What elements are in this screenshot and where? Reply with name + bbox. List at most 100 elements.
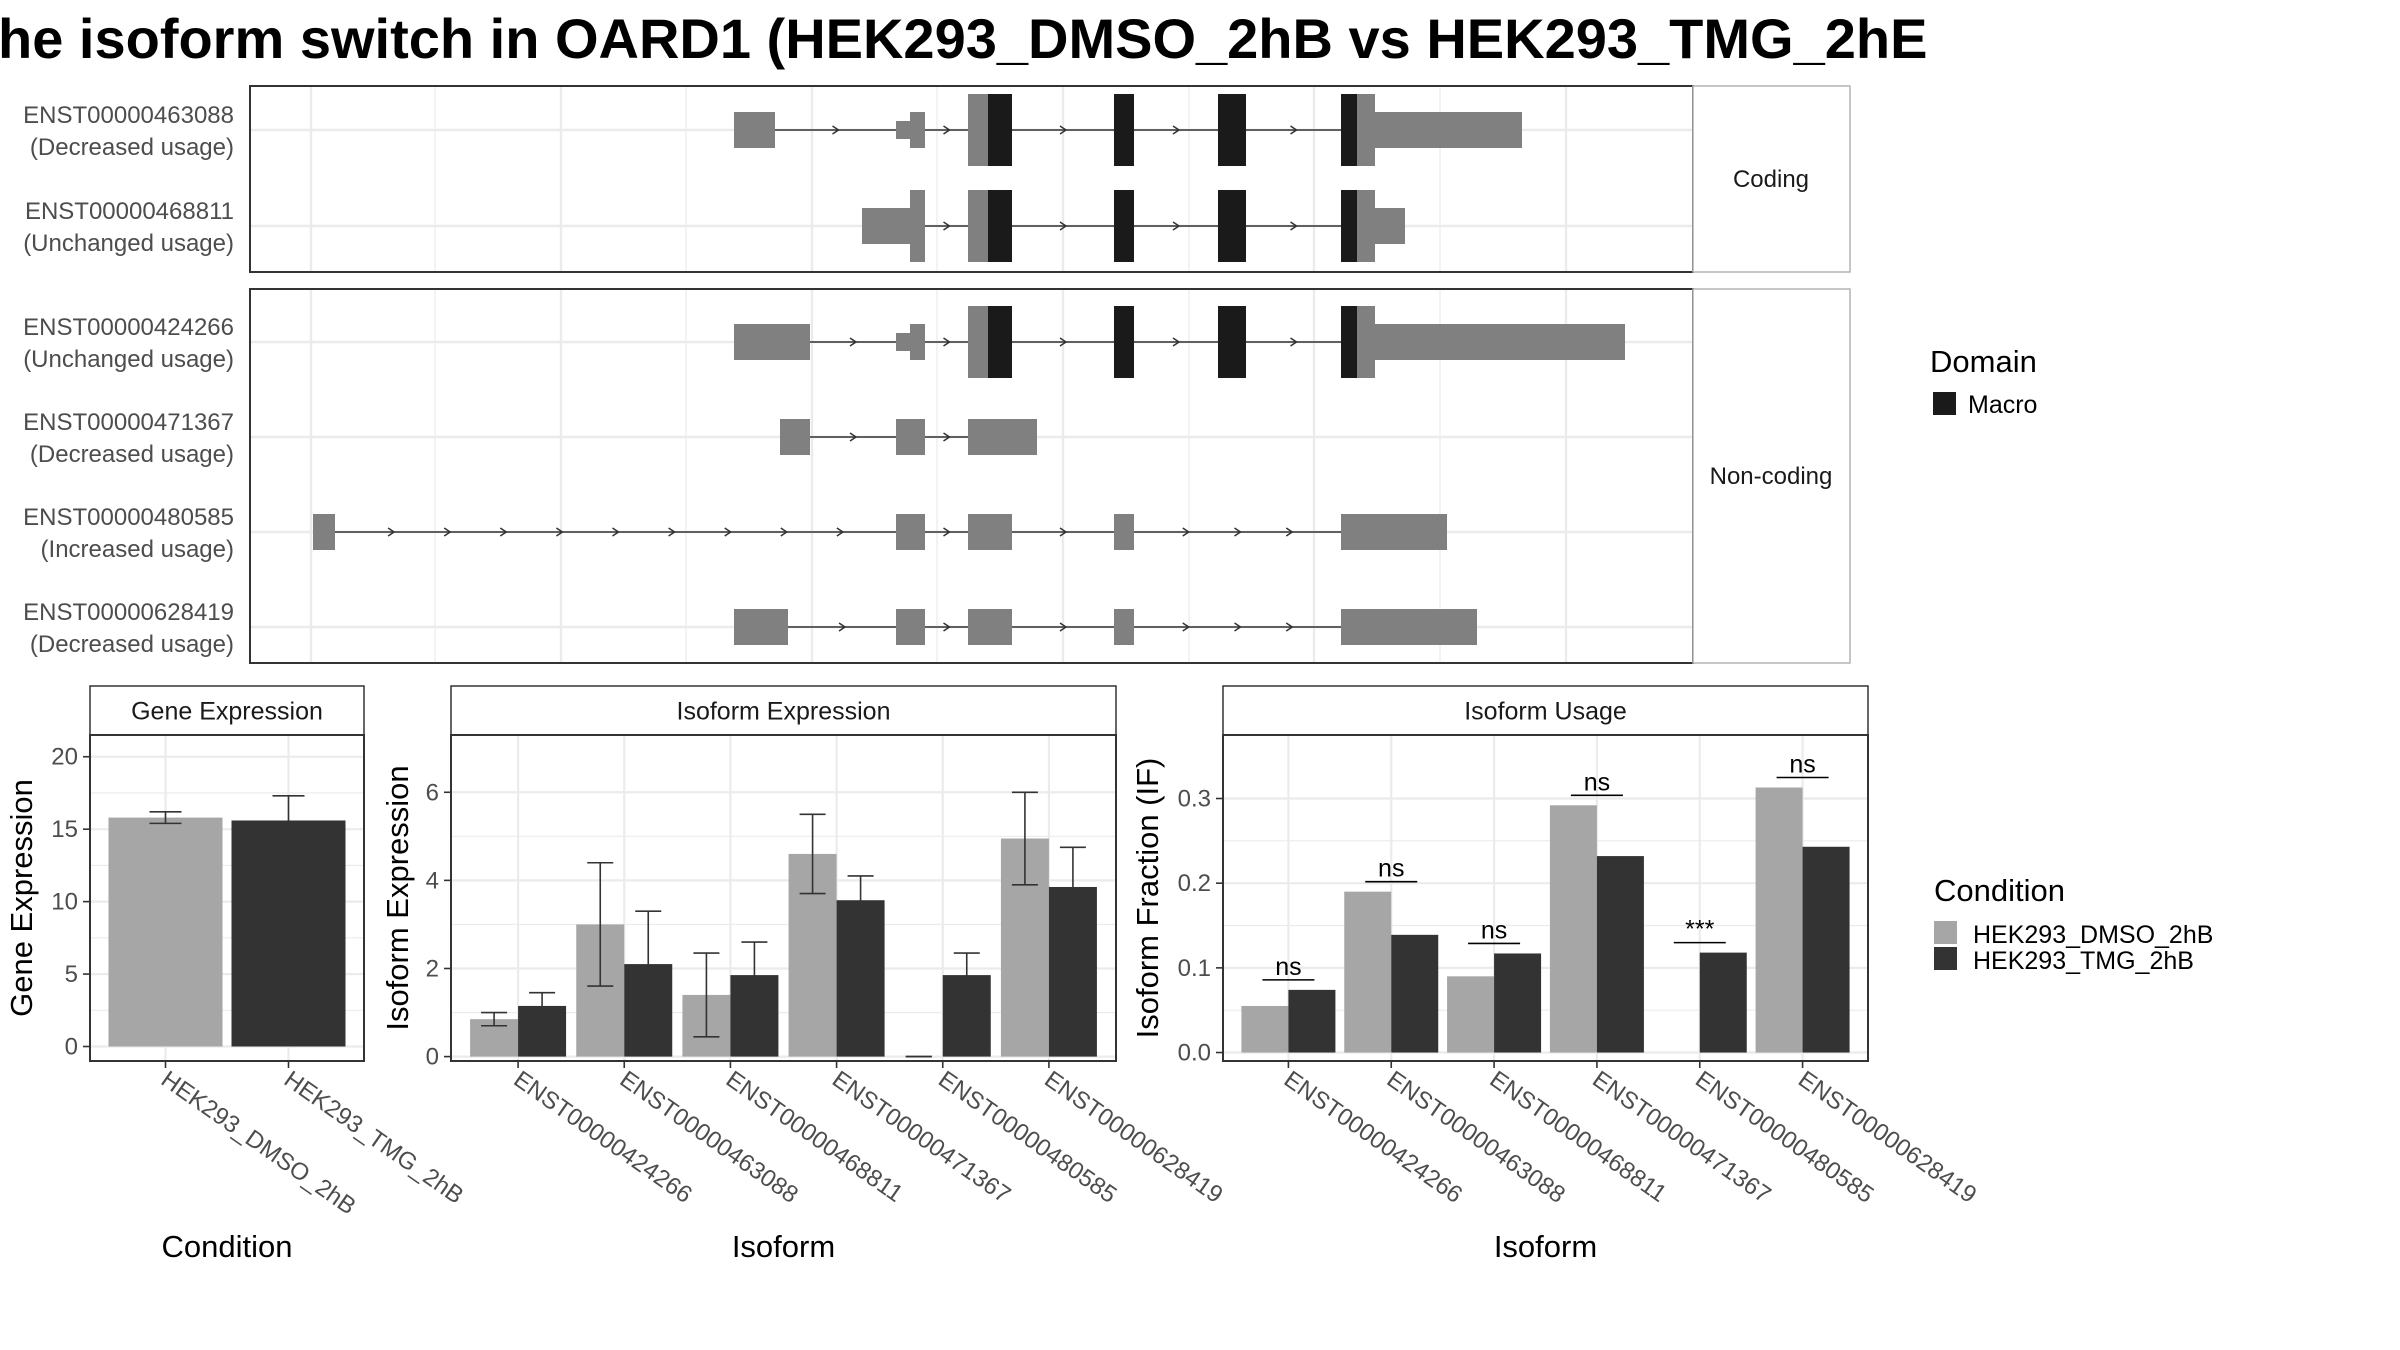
isoform-usage-label: (Decreased usage): [30, 441, 234, 468]
intron-arrow: [836, 527, 845, 537]
intron-arrow: [1172, 221, 1181, 231]
domain-macro-block: [1114, 306, 1134, 378]
y-tick-label: 0.0: [1178, 1040, 1211, 1067]
error-bar: [1059, 846, 1086, 935]
intron-arrow: [1290, 221, 1298, 231]
bar: [1447, 976, 1495, 1053]
isoform-row: ENST00000628419 (Decreased usage): [23, 599, 1477, 658]
exon-block: [734, 324, 810, 360]
bar: [1699, 952, 1747, 1053]
bar: [231, 820, 346, 1047]
error-bar: [149, 810, 182, 825]
panel-strip: [450, 685, 1117, 736]
y-tick-label: 15: [51, 816, 78, 843]
bar: [1755, 787, 1803, 1053]
intron-arrow: [1059, 221, 1068, 231]
isoform-id-label: ENST00000463088: [23, 102, 234, 129]
isoform-usage-label: (Unchanged usage): [23, 346, 234, 373]
intron-arrow: [943, 622, 951, 632]
exon-block: [968, 514, 1012, 550]
error-bar: [587, 861, 614, 987]
y-axis-title: Gene Expression: [4, 779, 39, 1017]
isoform-row: ENST00000471367 (Decreased usage): [23, 409, 1037, 468]
exon-block: [313, 514, 335, 550]
exon-block: [1357, 306, 1375, 378]
domain-legend-label: Macro: [1968, 391, 2037, 419]
intron-arrow: [612, 527, 620, 537]
panel-strip: [1222, 685, 1869, 736]
bar: [1494, 953, 1542, 1053]
error-bar: [799, 813, 826, 895]
condition-legend-swatch: [1934, 921, 1957, 944]
intron-arrow: [780, 527, 789, 537]
isoform-row: ENST00000480585 (Increased usage): [23, 504, 1447, 563]
intron-arrow: [499, 527, 508, 537]
significance-label: ns: [1275, 953, 1301, 981]
facet-strip: [1692, 85, 1851, 273]
domain-macro-block: [1218, 306, 1246, 378]
exon-block: [896, 333, 910, 351]
exon-block: [780, 419, 810, 455]
intron-arrow: [838, 622, 847, 632]
y-tick-label: 5: [65, 961, 78, 988]
y-tick-label: 0.2: [1178, 870, 1211, 897]
x-tick-label: ENST00000468811: [1485, 1066, 1672, 1208]
intron-arrow: [943, 221, 951, 231]
intron-arrow: [668, 527, 676, 537]
bar: [1802, 846, 1850, 1053]
domain-macro-block: [988, 190, 1012, 262]
isoform-id-label: ENST00000628419: [23, 599, 234, 626]
exon-block: [910, 324, 925, 360]
panel-title: Gene Expression: [131, 698, 323, 726]
exon-block: [734, 609, 788, 645]
panel-title: Isoform Expression: [677, 698, 891, 726]
panel-strip: [89, 685, 365, 736]
y-axis-title: Isoform Fraction (IF): [1130, 758, 1165, 1039]
figure-title: he isoform switch in OARD1 (HEK293_DMSO_…: [0, 7, 1927, 70]
domain-legend: Domain Macro: [1930, 344, 2037, 419]
intron-arrow: [943, 432, 951, 442]
exon-block: [1114, 609, 1134, 645]
y-tick-label: 4: [426, 867, 439, 894]
x-tick-label: ENST00000628419: [1793, 1066, 1981, 1209]
intron-arrow: [1234, 527, 1242, 537]
exon-block: [1375, 208, 1405, 244]
exon-block: [910, 190, 925, 262]
error-bar: [693, 952, 720, 1038]
error-bar: [481, 1011, 508, 1027]
exon-block: [1341, 609, 1477, 645]
error-bar: [1011, 791, 1038, 886]
facet-strip: [1692, 288, 1851, 664]
domain-macro-block: [1341, 190, 1357, 262]
isoform-row: ENST00000463088 (Decreased usage): [23, 94, 1522, 166]
x-tick-label: ENST00000463088: [615, 1066, 803, 1209]
intron-arrow: [1182, 527, 1191, 537]
domain-macro-block: [1341, 306, 1357, 378]
condition-legend-label: HEK293_TMG_2hB: [1973, 947, 2194, 975]
intron-arrow: [1234, 622, 1242, 632]
x-tick-label: ENST00000628419: [1039, 1066, 1227, 1209]
exon-block: [896, 121, 910, 139]
facet-non-coding: Non-coding ENST00000424266 (Unchanged usag…: [23, 288, 1851, 664]
bar: [1391, 934, 1439, 1053]
exon-block: [1341, 514, 1447, 550]
error-bar: [635, 910, 662, 1018]
exon-block: [896, 419, 925, 455]
intron-arrow: [1285, 527, 1294, 537]
isoform-id-label: ENST00000468811: [25, 198, 234, 225]
intron-arrow: [387, 527, 396, 537]
bar: [1241, 1005, 1289, 1053]
intron-arrow: [1172, 337, 1181, 347]
domain-macro-block: [1218, 94, 1246, 166]
x-axis-title: Isoform: [732, 1229, 835, 1264]
domain-macro-block: [1341, 94, 1357, 166]
y-tick-label: 0: [65, 1034, 78, 1061]
intron-arrow: [1290, 125, 1298, 135]
intron-arrow: [849, 432, 858, 442]
exon-block: [968, 306, 988, 378]
domain-macro-block: [1218, 190, 1246, 262]
intron-arrow: [1172, 125, 1181, 135]
x-tick-label: ENST00000480585: [1690, 1066, 1878, 1209]
bar: [836, 900, 885, 1057]
